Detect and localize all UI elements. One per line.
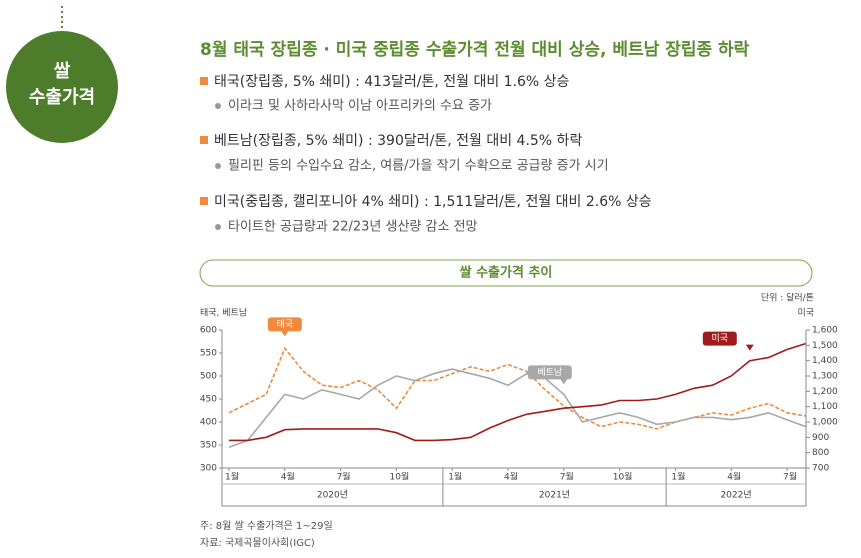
callout-pointer <box>745 344 754 351</box>
year-label: 2020년 <box>317 490 348 501</box>
y-tick-label: 400 <box>200 418 217 428</box>
title: 8월 태국 장립종 · 미국 중립종 수출가격 전월 대비 상승, 베트남 장립… <box>200 40 750 60</box>
sub-bullet-icon <box>215 103 221 109</box>
x-tick-label: 10월 <box>390 471 410 483</box>
badge <box>6 31 118 143</box>
y2-tick-label: 1,300 <box>812 372 838 382</box>
y-tick-label: 450 <box>200 395 217 405</box>
y2-tick-label: 700 <box>812 464 829 474</box>
bullet: 베트남(장립종, 5% 쇄미) : 390달러/톤, 전월 대비 4.5% 하락 <box>214 133 582 149</box>
y2-tick-label: 1,400 <box>812 356 838 366</box>
y2-tick-label: 1,200 <box>812 387 838 397</box>
year-label: 2021년 <box>539 490 570 501</box>
bullet-icon <box>200 77 208 85</box>
x-tick-label: 1월 <box>225 471 239 483</box>
x-tick-label: 7월 <box>783 471 797 483</box>
sub-bullet-icon <box>215 224 221 230</box>
x-tick-label: 4월 <box>727 471 741 483</box>
badge-line: 쌀 <box>54 61 71 82</box>
callout-pointer <box>280 330 289 337</box>
y2-tick-label: 1,600 <box>812 326 838 336</box>
bullet-icon <box>200 136 208 144</box>
callout-pointer <box>559 378 568 385</box>
badge-line: 수출가격 <box>29 87 95 108</box>
x-tick-label: 1월 <box>448 471 462 483</box>
x-tick-label: 7월 <box>560 471 574 483</box>
year-label: 2022년 <box>720 490 751 501</box>
y-tick-label: 300 <box>200 464 217 474</box>
y2-tick-label: 1,500 <box>812 341 838 351</box>
note: 자료: 국제곡물이사회(IGC) <box>200 537 315 549</box>
x-tick-label: 10월 <box>613 471 633 483</box>
chart-title: 쌀 수출가격 추이 <box>460 265 553 281</box>
y2-tick-label: 1,000 <box>812 418 838 428</box>
y2-tick-label: 900 <box>812 433 829 443</box>
y2-axis-label: 미국 <box>797 308 814 319</box>
sub-bullet-icon <box>215 163 221 169</box>
series-line <box>228 368 806 449</box>
y-tick-label: 600 <box>200 326 217 336</box>
sub-bullet: 타이트한 공급량과 22/23년 생산량 감소 전망 <box>228 220 478 235</box>
y-axis-label: 태국, 베트남 <box>200 308 247 319</box>
unit: 단위 : 달러/톤 <box>761 292 814 304</box>
bullet: 미국(중립종, 캘리포니아 4% 쇄미) : 1,511달러/톤, 전월 대비 … <box>214 194 652 210</box>
y-tick-label: 550 <box>200 349 217 359</box>
note: 주: 8월 쌀 수출가격은 1~29일 <box>200 519 333 532</box>
bullet: 태국(장립종, 5% 쇄미) : 413달러/톤, 전월 대비 1.6% 상승 <box>214 74 570 90</box>
x-tick-label: 7월 <box>337 471 351 483</box>
x-tick-label: 1월 <box>671 471 685 483</box>
callout-box <box>267 317 302 332</box>
legend-label: 베트남 <box>537 367 562 378</box>
callout-box <box>702 331 737 346</box>
sub-bullet: 필리핀 등의 수입수요 감소, 여름/가을 작기 수확으로 공급량 증가 시기 <box>228 159 609 174</box>
x-tick-label: 4월 <box>504 471 518 483</box>
series-line <box>228 346 806 430</box>
y-tick-label: 500 <box>200 372 217 382</box>
sub-bullet: 이라크 및 사하라사막 이남 아프리카의 수요 증가 <box>228 99 492 114</box>
y2-tick-label: 1,100 <box>812 402 838 412</box>
callout-box <box>527 365 572 380</box>
series-line <box>229 342 806 442</box>
bullet-icon <box>200 197 208 205</box>
y2-tick-label: 800 <box>812 448 829 458</box>
x-axis-box <box>221 467 807 507</box>
x-tick-label: 4월 <box>281 471 295 483</box>
legend-label: 미국 <box>712 333 729 344</box>
chart-title-box <box>199 259 813 287</box>
y-tick-label: 350 <box>200 441 217 451</box>
legend-label: 태국 <box>277 319 294 330</box>
